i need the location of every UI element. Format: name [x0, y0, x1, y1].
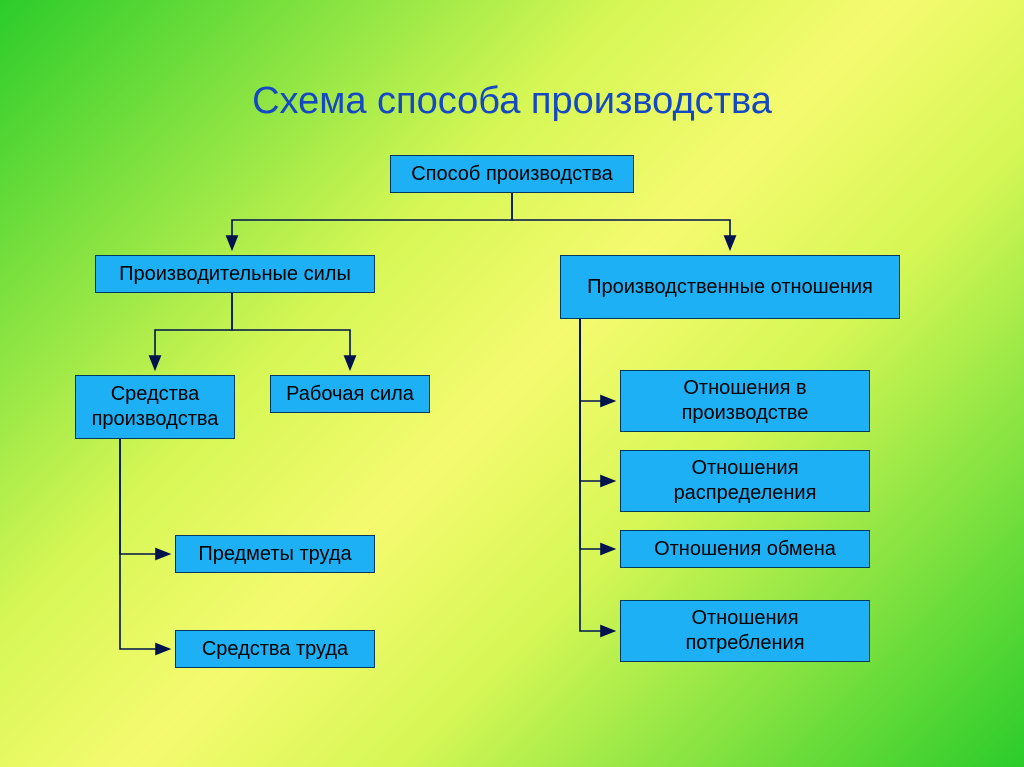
node-forces: Производительные силы: [95, 255, 375, 293]
node-meanslab: Средства труда: [175, 630, 375, 668]
node-rel3: Отношения обмена: [620, 530, 870, 568]
node-rel4: Отношения потребления: [620, 600, 870, 662]
node-objects: Предметы труда: [175, 535, 375, 573]
node-rel2: Отношения распределения: [620, 450, 870, 512]
node-means: Средства производства: [75, 375, 235, 439]
node-labor: Рабочая сила: [270, 375, 430, 413]
node-root: Способ производства: [390, 155, 634, 193]
node-relations: Производственные отношения: [560, 255, 900, 319]
slide-title: Схема способа производства: [0, 80, 1024, 123]
node-rel1: Отношения в производстве: [620, 370, 870, 432]
